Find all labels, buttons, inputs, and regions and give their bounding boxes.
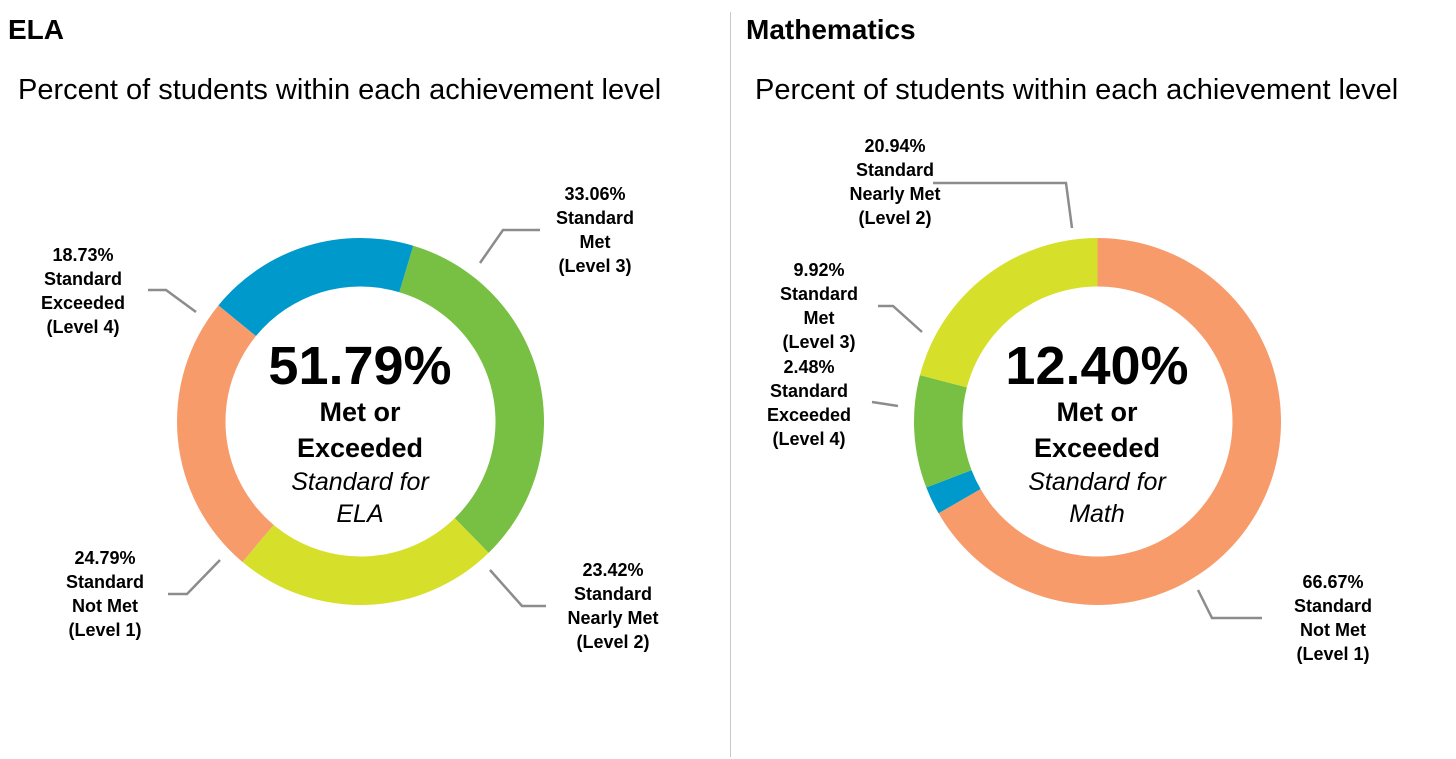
- data-label-standard-not-met: 24.79% Standard Not Met (Level 1): [65, 548, 144, 640]
- donut-chart-ela: [177, 238, 544, 605]
- leader-line: [478, 228, 540, 264]
- donut-slice-standard-met-level-3: [914, 375, 972, 488]
- donut-chart-math: [914, 238, 1281, 605]
- panel-title-math: Mathematics: [746, 14, 916, 45]
- panel-divider: [730, 12, 731, 757]
- center-standard-line: Standard for: [291, 468, 429, 496]
- panel-subtitle-math: Percent of students within each achievem…: [755, 74, 1399, 106]
- leader-line: [489, 569, 546, 608]
- center-standard-line: Standard for: [1028, 468, 1166, 496]
- leader-line: [933, 181, 1074, 229]
- leader-line: [871, 400, 899, 408]
- data-label-standard-exceeded: 2.48% Standard Exceeded (Level 4): [766, 357, 852, 449]
- donut-slice-standard-nearly-met-level-2: [919, 238, 1098, 388]
- donut-slice-standard-exceeded-level-4: [218, 238, 414, 337]
- center-percent: 12.40%: [1005, 336, 1189, 396]
- data-label-standard-exceeded: 18.73% Standard Exceeded (Level 4): [40, 245, 126, 337]
- center-exceeded-line: Exceeded: [296, 433, 424, 463]
- leader-line: [168, 559, 221, 596]
- center-subject-line: Math: [1069, 500, 1125, 528]
- center-subject-line: ELA: [336, 500, 384, 528]
- data-label-standard-nearly-met: 23.42% Standard Nearly Met (Level 2): [567, 560, 659, 652]
- data-label-standard-nearly-met: 20.94% Standard Nearly Met (Level 2): [849, 136, 941, 228]
- center-label-math: 12.40% Met or Exceeded Standard for Math: [967, 338, 1227, 530]
- donut-slice-standard-exceeded-level-4: [926, 470, 981, 514]
- donut-slice-standard-nearly-met-level-2: [242, 518, 489, 605]
- panel-title-ela: ELA: [8, 14, 64, 45]
- data-label-standard-not-met: 66.67% Standard Not Met (Level 1): [1293, 572, 1372, 664]
- leader-line: [878, 304, 923, 333]
- center-met-line: Met or: [319, 397, 401, 427]
- leader-line: [1196, 589, 1262, 620]
- leader-line: [148, 288, 197, 314]
- center-label-ela: 51.79% Met or Exceeded Standard for ELA: [230, 338, 490, 530]
- center-percent: 51.79%: [268, 336, 452, 396]
- center-met-line: Met or: [1056, 397, 1138, 427]
- data-label-standard-met: 33.06% Standard Met (Level 3): [555, 184, 634, 276]
- donut-slice-standard-not-met-level-1: [177, 305, 274, 563]
- data-label-standard-met: 9.92% Standard Met (Level 3): [779, 260, 858, 352]
- center-exceeded-line: Exceeded: [1033, 433, 1161, 463]
- donut-slice-standard-met-level-3: [399, 245, 544, 553]
- panel-subtitle-ela: Percent of students within each achievem…: [18, 74, 662, 106]
